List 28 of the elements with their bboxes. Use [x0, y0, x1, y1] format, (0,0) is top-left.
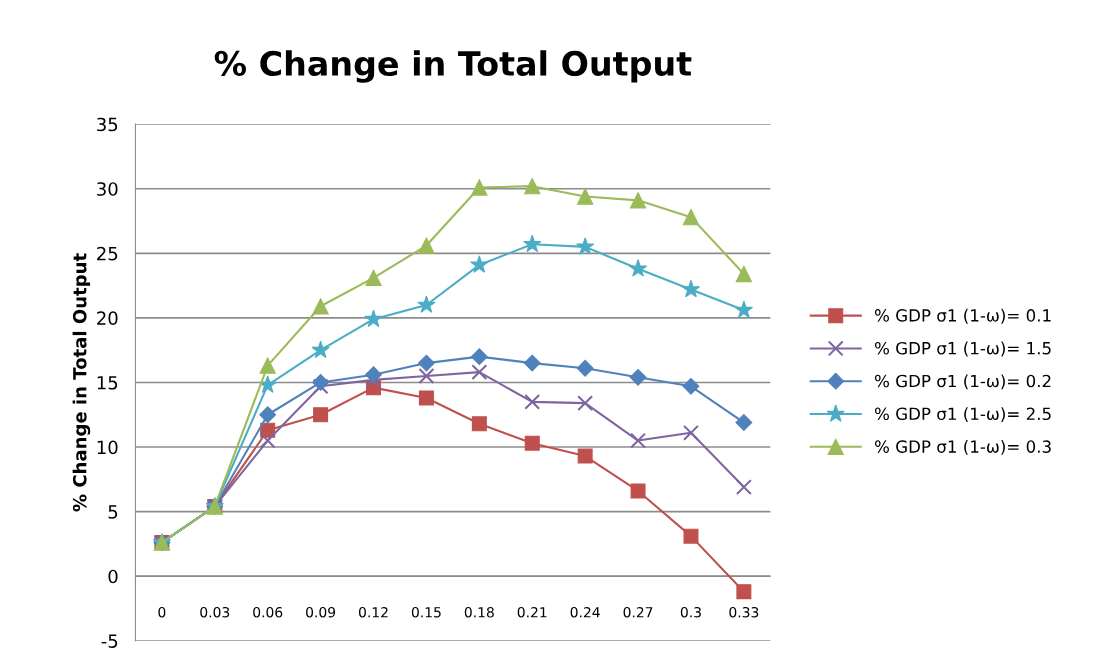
y-tick-label: 30 — [97, 182, 118, 196]
y-tick-label: -5 — [101, 634, 118, 648]
legend-label: % GDP σ1 (1-ω)= 0.3 — [874, 440, 1051, 455]
x-tick-label: 0.24 — [570, 606, 600, 618]
x-tick-label: 0 — [158, 606, 166, 618]
x-tick-label: 0.18 — [464, 606, 494, 618]
x-tick-label: 0.21 — [517, 606, 547, 618]
y-tick-label: 15 — [97, 376, 118, 390]
x-tick-label: 0.3 — [680, 606, 701, 618]
x-tick-label: 0.12 — [358, 606, 388, 618]
legend-label: % GDP σ1 (1-ω)= 1.5 — [874, 341, 1051, 357]
legend-label: % GDP σ1 (1-ω)= 0.2 — [874, 374, 1051, 390]
y-tick-label: 0 — [108, 569, 118, 584]
legend-label: % GDP σ1 (1-ω)= 2.5 — [874, 407, 1051, 423]
x-tick-label: 0.27 — [623, 606, 653, 618]
x-tick-label: 0.09 — [306, 606, 336, 618]
x-tick-label: 0.06 — [253, 606, 283, 618]
y-axis-title: % Change in Total Output — [72, 253, 91, 512]
legend-label: % GDP σ1 (1-ω)= 0.1 — [874, 308, 1051, 324]
x-tick-label: 0.15 — [411, 606, 441, 618]
y-tick-label: 20 — [97, 311, 118, 326]
x-tick-label: 0.03 — [200, 606, 230, 618]
y-tick-label: 35 — [97, 117, 118, 132]
y-tick-label: 5 — [108, 505, 118, 519]
y-tick-label: 25 — [97, 246, 118, 261]
y-tick-label: 10 — [97, 440, 118, 455]
x-tick-label: 0.33 — [729, 606, 759, 618]
chart-title: % Change in Total Output — [214, 50, 692, 83]
